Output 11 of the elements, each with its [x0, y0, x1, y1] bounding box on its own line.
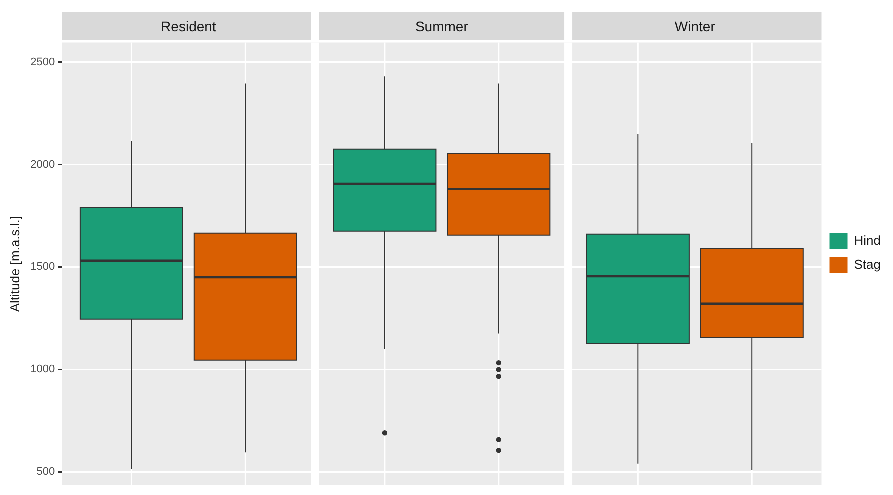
y-tick-label: 500	[36, 466, 56, 478]
x-tick-label: Summer	[415, 18, 469, 34]
y-tick-label: 2500	[30, 56, 56, 68]
y-tick-label: 1500	[30, 261, 56, 274]
y-tick-label: 1000	[30, 364, 56, 376]
legend-label: Hind	[854, 233, 882, 248]
legend-label: Stag	[854, 257, 882, 272]
y-axis-title: Altitude [m.a.s.l.]	[7, 216, 22, 312]
x-tick-label: Winter	[674, 18, 716, 34]
y-tick-label: 2000	[30, 158, 56, 171]
x-tick-label: Resident	[161, 18, 216, 34]
